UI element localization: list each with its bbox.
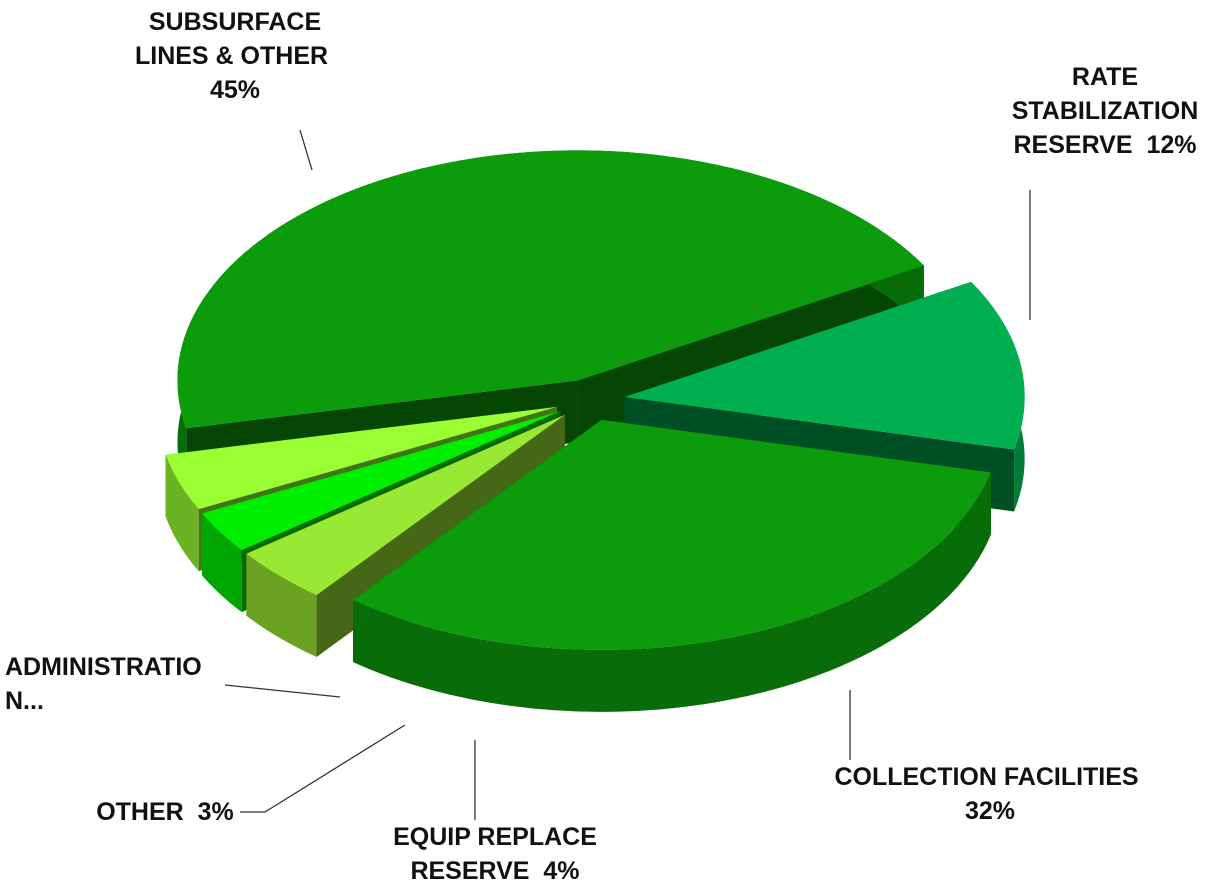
pie-slice xyxy=(353,419,991,712)
slice-label: SUBSURFACE LINES & OTHER 45% xyxy=(120,5,350,107)
leader-line xyxy=(299,129,313,171)
leader-lines xyxy=(224,129,1031,820)
category-label: COLLECTION FACILITIES xyxy=(834,763,1139,791)
leader-line xyxy=(224,684,341,698)
slice-top xyxy=(201,411,561,551)
slice-top xyxy=(246,414,565,595)
slice-top xyxy=(177,150,924,429)
slice-top xyxy=(353,419,991,650)
slice-label: ADMINISTRATION... xyxy=(5,650,230,718)
category-label: SUBSURFACE LINES & OTHER xyxy=(134,8,329,70)
value-label: 45% xyxy=(209,76,261,104)
slice-top xyxy=(624,281,1025,450)
category-label: EQUIP REPLACE RESERVE xyxy=(393,823,597,885)
slice-side xyxy=(246,553,317,657)
leader-line xyxy=(240,724,406,813)
value-label: 12% xyxy=(1146,131,1197,159)
slice-label: RATE STABILIZATION RESERVE 12% xyxy=(990,60,1215,162)
slice-top xyxy=(165,406,557,510)
value-label: 3% xyxy=(197,798,234,826)
value-label: 32% xyxy=(964,797,1016,825)
category-label: OTHER xyxy=(96,798,184,826)
category-label: ADMINISTRATION... xyxy=(5,653,202,715)
value-label: 4% xyxy=(543,857,580,885)
slice-side xyxy=(201,513,242,613)
slice-side xyxy=(353,472,991,712)
category-label: RATE STABILIZATION RESERVE xyxy=(1011,63,1199,159)
slice-label: OTHER 3% xyxy=(70,795,260,829)
slice-side xyxy=(165,454,199,572)
slice-label: EQUIP REPLACE RESERVE 4% xyxy=(365,820,625,888)
slice-label: COLLECTION FACILITIES 32% xyxy=(820,760,1160,828)
